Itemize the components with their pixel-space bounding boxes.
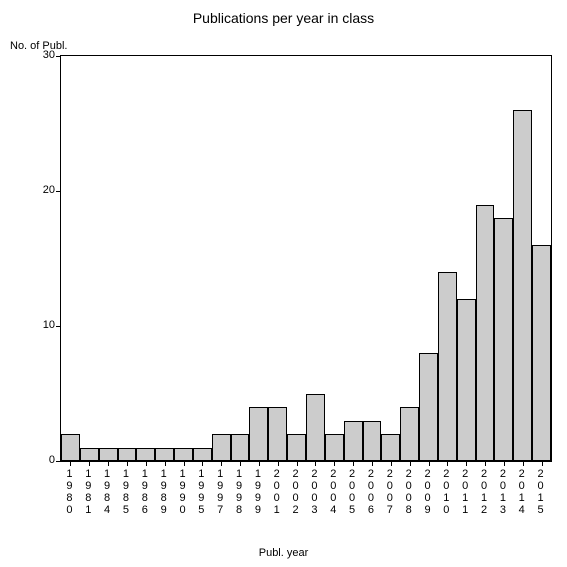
bar [118, 448, 137, 462]
x-tick-mark [372, 461, 373, 466]
x-tick-label: 1989 [158, 468, 170, 516]
bar [457, 299, 476, 461]
x-tick-label: 1980 [63, 468, 75, 516]
x-tick-label: 1981 [82, 468, 94, 516]
x-tick-label: 2001 [271, 468, 283, 516]
bar [363, 421, 382, 462]
x-tick-mark [146, 461, 147, 466]
bar [381, 434, 400, 461]
x-tick-mark [240, 461, 241, 466]
x-tick-mark [315, 461, 316, 466]
x-axis-label: Publ. year [0, 547, 567, 559]
bar [249, 407, 268, 461]
bar [306, 394, 325, 462]
x-tick-label: 2002 [290, 468, 302, 516]
x-tick-mark [89, 461, 90, 466]
x-tick-mark [334, 461, 335, 466]
plot-area [60, 55, 552, 462]
y-tick-mark [56, 461, 61, 462]
x-tick-label: 2015 [535, 468, 547, 516]
x-tick-label: 2006 [365, 468, 377, 516]
bar [476, 205, 495, 462]
x-tick-label: 2005 [346, 468, 358, 516]
y-tick-label: 10 [25, 319, 55, 331]
bar [193, 448, 212, 462]
bar [80, 448, 99, 462]
x-tick-label: 1999 [252, 468, 264, 516]
x-tick-mark [353, 461, 354, 466]
y-tick-label: 0 [25, 454, 55, 466]
x-tick-label: 2010 [440, 468, 452, 516]
chart-container: Publications per year in class No. of Pu… [0, 0, 567, 567]
x-tick-label: 2008 [403, 468, 415, 516]
x-tick-label: 1984 [101, 468, 113, 516]
x-tick-mark [221, 461, 222, 466]
y-tick-mark [56, 326, 61, 327]
x-tick-label: 2003 [308, 468, 320, 516]
x-tick-mark [184, 461, 185, 466]
x-tick-mark [466, 461, 467, 466]
bar [212, 434, 231, 461]
x-tick-label: 2014 [516, 468, 528, 516]
bar [344, 421, 363, 462]
bar [268, 407, 287, 461]
x-tick-label: 2004 [327, 468, 339, 516]
x-tick-mark [165, 461, 166, 466]
x-tick-label: 2011 [459, 468, 471, 516]
x-tick-label: 2009 [422, 468, 434, 516]
bar [99, 448, 118, 462]
bar [438, 272, 457, 461]
x-tick-mark [504, 461, 505, 466]
x-tick-label: 1995 [195, 468, 207, 516]
x-tick-mark [523, 461, 524, 466]
x-tick-label: 1985 [120, 468, 132, 516]
y-tick-mark [56, 56, 61, 57]
y-tick-label: 20 [25, 184, 55, 196]
x-tick-mark [447, 461, 448, 466]
bar [287, 434, 306, 461]
x-tick-mark [391, 461, 392, 466]
x-tick-mark [485, 461, 486, 466]
y-tick-mark [56, 191, 61, 192]
x-tick-mark [127, 461, 128, 466]
x-tick-mark [429, 461, 430, 466]
x-tick-label: 2013 [497, 468, 509, 516]
bar [61, 434, 80, 461]
x-tick-mark [70, 461, 71, 466]
bar [231, 434, 250, 461]
x-tick-label: 1986 [139, 468, 151, 516]
x-tick-mark [297, 461, 298, 466]
x-tick-mark [108, 461, 109, 466]
x-tick-mark [278, 461, 279, 466]
x-tick-mark [202, 461, 203, 466]
x-tick-label: 2012 [478, 468, 490, 516]
x-tick-mark [259, 461, 260, 466]
bar [532, 245, 551, 461]
x-tick-mark [410, 461, 411, 466]
bar [155, 448, 174, 462]
x-tick-mark [542, 461, 543, 466]
bar [419, 353, 438, 461]
bar [494, 218, 513, 461]
x-tick-label: 1997 [214, 468, 226, 516]
x-tick-label: 2007 [384, 468, 396, 516]
bar [400, 407, 419, 461]
y-tick-label: 30 [25, 49, 55, 61]
x-tick-label: 1990 [177, 468, 189, 516]
x-tick-label: 1998 [233, 468, 245, 516]
bar [513, 110, 532, 461]
chart-title: Publications per year in class [0, 10, 567, 26]
bar [174, 448, 193, 462]
bar [136, 448, 155, 462]
bar [325, 434, 344, 461]
